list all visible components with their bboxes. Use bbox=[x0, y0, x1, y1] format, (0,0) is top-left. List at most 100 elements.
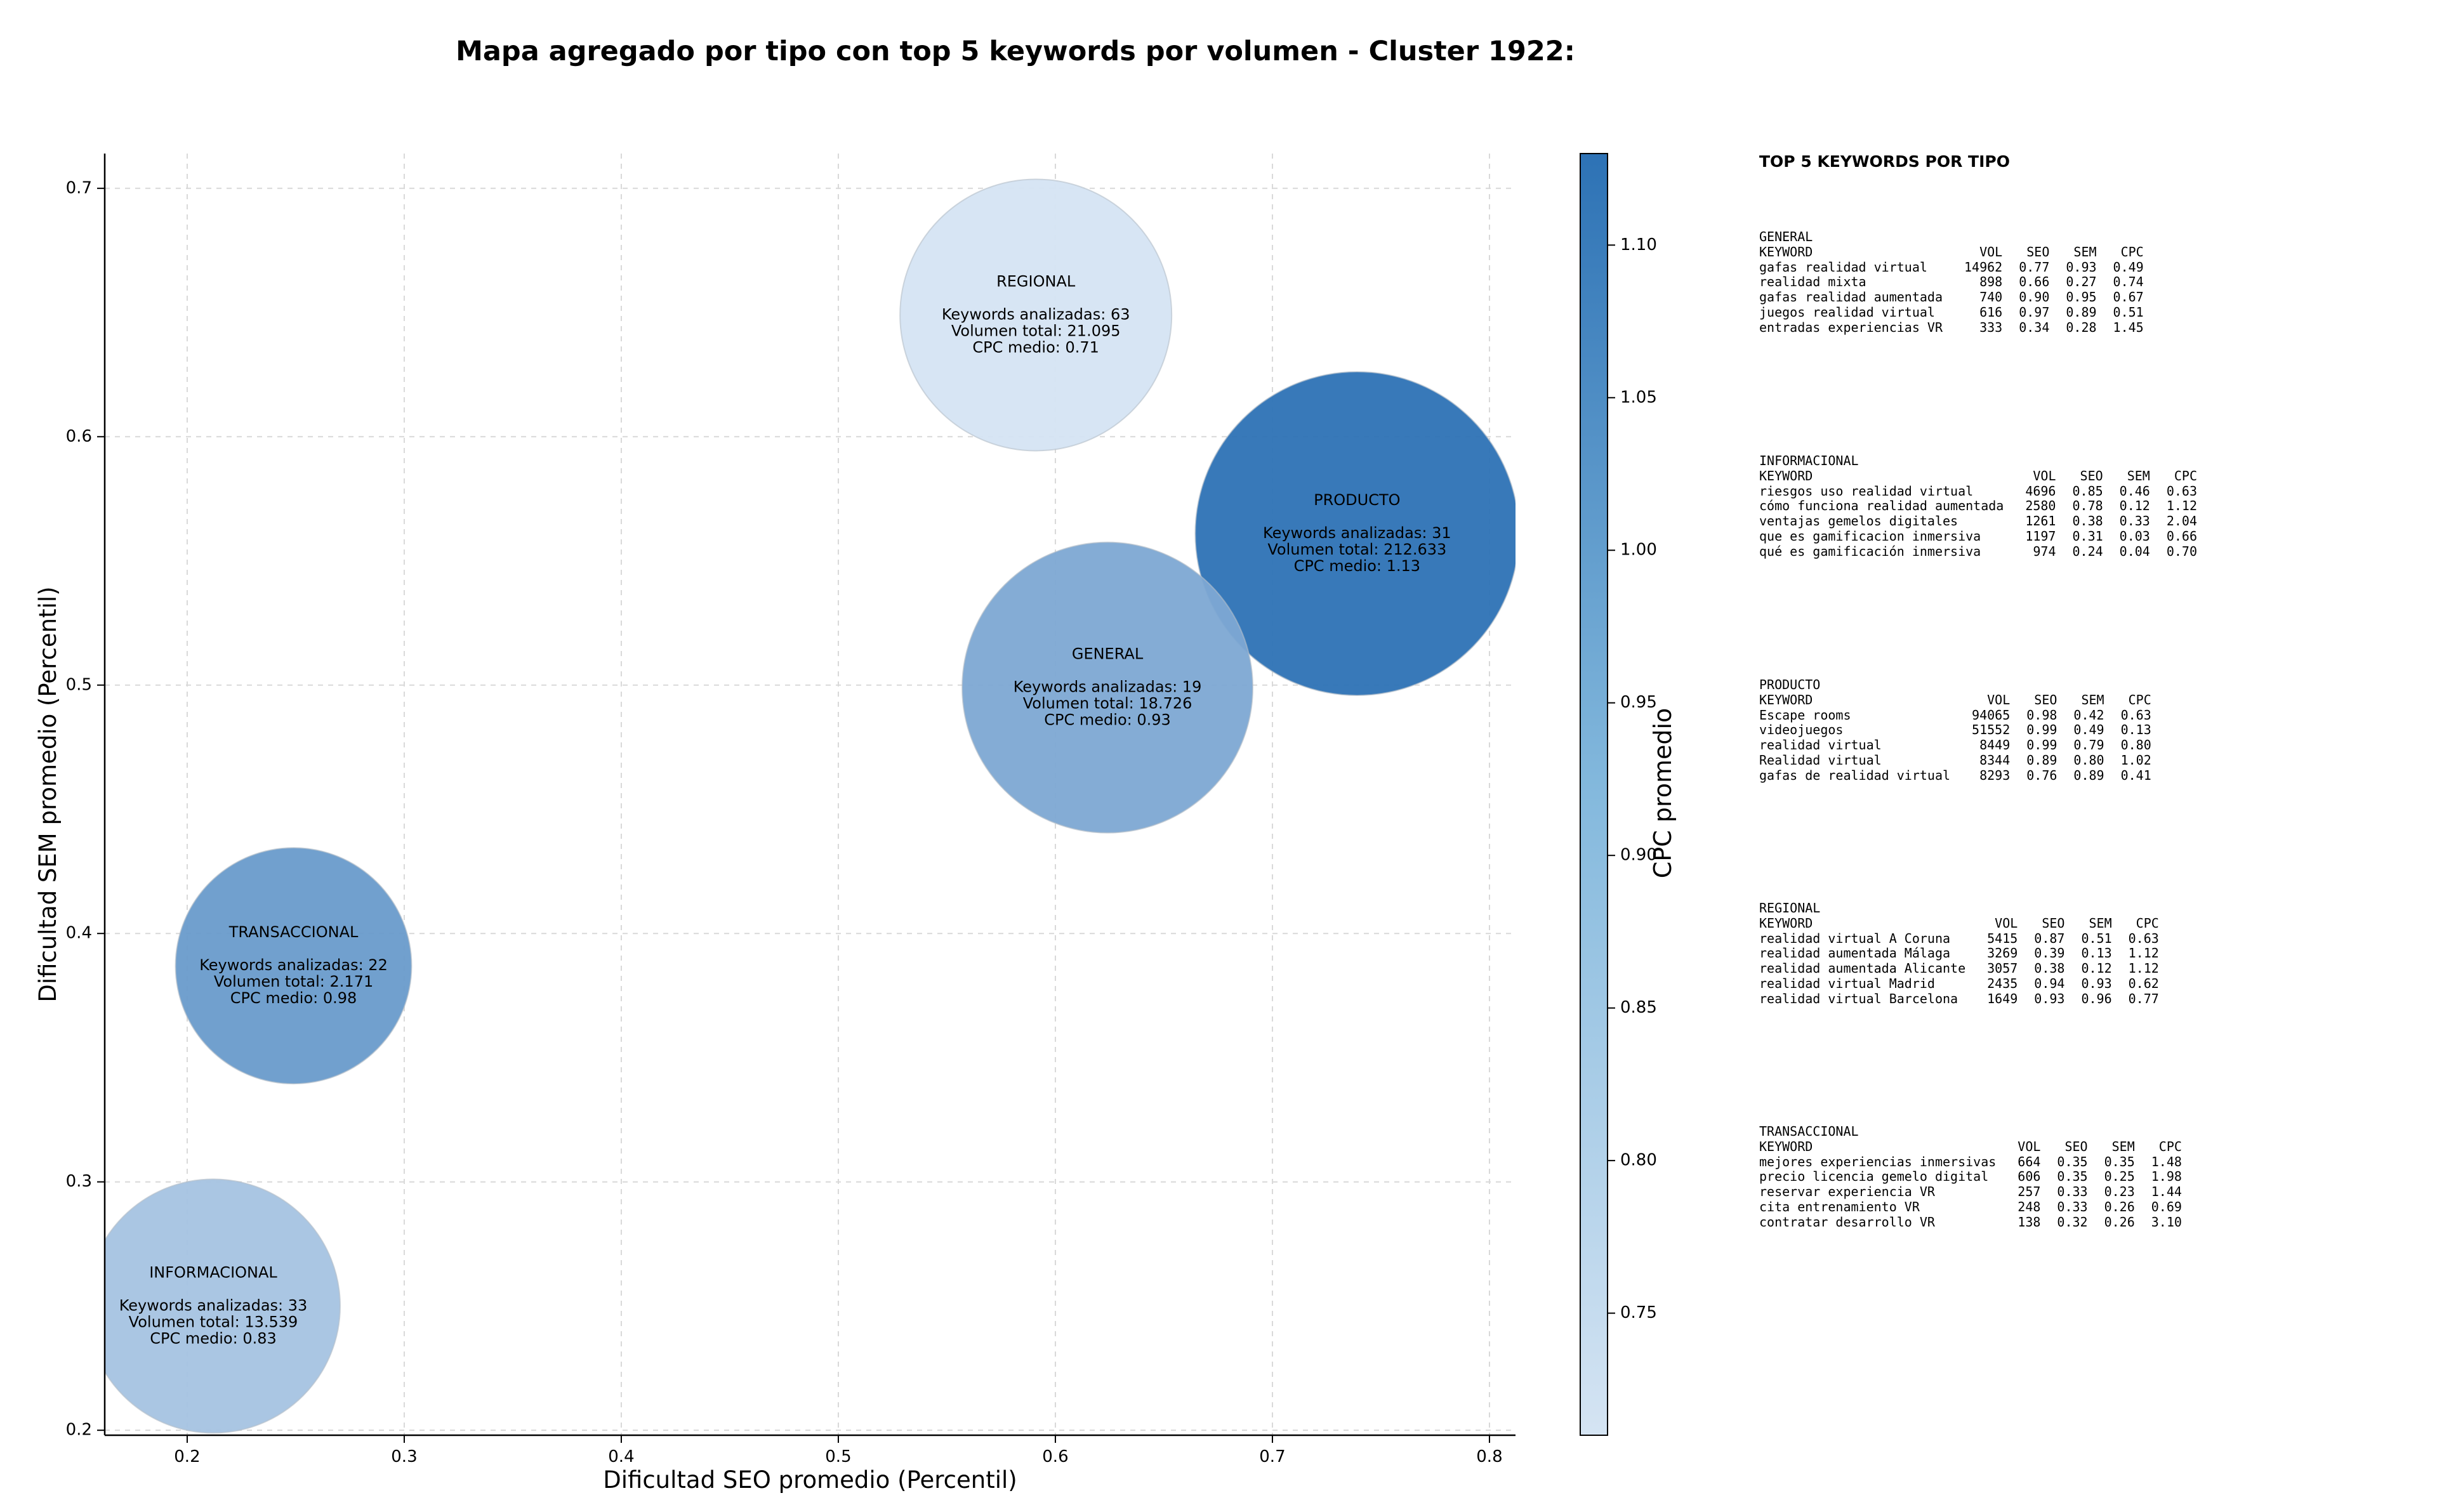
keyword-cell: realidad virtual A Coruna bbox=[1759, 930, 1951, 946]
header-cell: SEM bbox=[2073, 244, 2097, 260]
metric-cell: 664 bbox=[2018, 1154, 2041, 1169]
keyword-table-header: KEYWORD VOL SEO SEM CPC bbox=[1759, 1138, 2182, 1155]
metric-cell: 0.27 bbox=[2066, 274, 2097, 290]
keyword-row: realidad mixta 898 0.66 0.27 0.74 bbox=[1759, 275, 2144, 290]
header-cell: SEO bbox=[2042, 915, 2065, 931]
colorbar-tick-label: 1.00 bbox=[1620, 541, 1657, 560]
keyword-row: contratar desarrollo VR 138 0.32 0.26 3.10 bbox=[1759, 1214, 2182, 1230]
keyword-group-informacional: INFORMACIONAL KEYWORD VOL SEO SEM CPC riesgos … bbox=[1759, 453, 2197, 560]
keyword-row: riesgos uso realidad virtual 4696 0.85 0.46… bbox=[1759, 483, 2197, 499]
chart-title: Mapa agregado por tipo con top 5 keyword… bbox=[456, 36, 1575, 67]
metric-cell: 0.03 bbox=[2119, 528, 2150, 544]
keyword-table: KEYWORD VOL SEO SEM CPC Escape rooms 94065 0.98… bbox=[1759, 692, 2151, 784]
keyword-row: gafas realidad virtual 14962 0.77 0.93 0.49 bbox=[1759, 260, 2144, 275]
keyword-table-header: KEYWORD VOL SEO SEM CPC bbox=[1759, 916, 2159, 931]
metric-cell: 0.78 bbox=[2072, 498, 2103, 514]
header-cell: SEO bbox=[2034, 692, 2057, 707]
keyword-row: realidad virtual A Coruna 5415 0.87 0.51 0.6… bbox=[1759, 931, 2159, 947]
metric-cell: 1.44 bbox=[2151, 1184, 2182, 1200]
bubbles bbox=[105, 178, 1516, 1434]
grid bbox=[105, 154, 1516, 1435]
metric-cell: 0.51 bbox=[2081, 930, 2112, 946]
y-tick-label: 0.7 bbox=[66, 178, 92, 197]
metric-cell: 974 bbox=[2033, 543, 2056, 559]
metric-cell: 0.99 bbox=[2026, 722, 2057, 738]
metric-cell: 0.12 bbox=[2119, 498, 2150, 514]
keyword-table: KEYWORD VOL SEO SEM CPC riesgos uso realidad … bbox=[1759, 468, 2197, 560]
colorbar-tick-label: 0.75 bbox=[1620, 1303, 1657, 1322]
bubble-producto bbox=[1194, 371, 1516, 696]
keyword-cell: riesgos uso realidad virtual bbox=[1759, 483, 1974, 499]
metric-cell: 0.79 bbox=[2073, 737, 2104, 753]
metric-cell: 333 bbox=[1979, 319, 2003, 335]
keyword-row: Realidad virtual 8344 0.89 0.80 1.02 bbox=[1759, 753, 2151, 768]
keyword-row: mejores experiencias inmersivas 664 0.35 0.… bbox=[1759, 1154, 2182, 1170]
keyword-group-producto: PRODUCTO KEYWORD VOL SEO SEM CPC Escape rooms 9… bbox=[1759, 677, 2151, 784]
metric-cell: 0.97 bbox=[2019, 304, 2050, 320]
x-tick-label: 0.2 bbox=[174, 1447, 200, 1466]
metric-cell: 0.04 bbox=[2119, 543, 2150, 559]
bubble-keywords-label: Keywords analizadas: 31 bbox=[1263, 524, 1451, 542]
y-tick-label: 0.3 bbox=[66, 1172, 92, 1191]
metric-cell: 616 bbox=[1979, 304, 2003, 320]
header-cell: KEYWORD bbox=[1759, 244, 1813, 260]
header-cell: CPC bbox=[2120, 244, 2144, 260]
keyword-table-header: KEYWORD VOL SEO SEM CPC bbox=[1759, 468, 2197, 484]
keyword-group-regional: REGIONAL KEYWORD VOL SEO SEM CPC realidad virt… bbox=[1759, 900, 2159, 1007]
keyword-group-title: TRANSACCIONAL bbox=[1759, 1124, 1859, 1139]
metric-cell: 0.28 bbox=[2066, 319, 2097, 335]
metric-cell: 0.62 bbox=[2128, 975, 2159, 991]
metric-cell: 0.74 bbox=[2113, 274, 2144, 290]
bubble-keywords-label: Keywords analizadas: 33 bbox=[119, 1296, 308, 1314]
keyword-group-transaccional: TRANSACCIONAL KEYWORD VOL SEO SEM CPC mejores … bbox=[1759, 1124, 2182, 1230]
bubble-cpc-label: CPC medio: 0.93 bbox=[1044, 711, 1171, 729]
keyword-row: gafas realidad aumentada 740 0.90 0.95 0.67 bbox=[1759, 289, 2144, 305]
metric-cell: 3057 bbox=[1987, 961, 2018, 976]
metric-cell: 3269 bbox=[1987, 945, 2018, 961]
keyword-cell: realidad aumentada Alicante bbox=[1759, 961, 1966, 976]
bubble-informacional bbox=[105, 1178, 341, 1434]
metric-cell: 0.46 bbox=[2119, 483, 2150, 499]
x-tick-label: 0.4 bbox=[608, 1447, 634, 1466]
header-cell: VOL bbox=[1987, 692, 2011, 707]
keyword-row: juegos realidad virtual 616 0.97 0.89 0.51 bbox=[1759, 305, 2144, 320]
metric-cell: 0.32 bbox=[2057, 1214, 2088, 1230]
metric-cell: 0.63 bbox=[2128, 930, 2159, 946]
bubble-keywords-label: Keywords analizadas: 22 bbox=[199, 956, 388, 974]
metric-cell: 0.89 bbox=[2026, 752, 2057, 768]
y-axis-label: Dificultad SEM promedio (Percentil) bbox=[34, 586, 62, 1002]
y-tick-label: 0.4 bbox=[66, 924, 92, 943]
header-cell: SEO bbox=[2064, 1138, 2088, 1154]
bubble-type-label: GENERAL bbox=[1072, 645, 1144, 663]
keyword-row: cómo funciona realidad aumentada 2580 0.78… bbox=[1759, 499, 2197, 514]
y-tick-label: 0.2 bbox=[66, 1421, 92, 1440]
x-tick-label: 0.3 bbox=[391, 1447, 417, 1466]
metric-cell: 898 bbox=[1979, 274, 2003, 290]
bubble-regional bbox=[899, 178, 1173, 452]
metric-cell: 0.42 bbox=[2073, 707, 2104, 723]
metric-cell: 0.38 bbox=[2034, 961, 2065, 976]
bubble-cpc-label: CPC medio: 0.83 bbox=[150, 1329, 277, 1347]
header-cell: VOL bbox=[2033, 468, 2056, 483]
keyword-group-title: GENERAL bbox=[1759, 229, 1813, 244]
header-cell: SEO bbox=[2080, 468, 2103, 483]
metric-cell: 94065 bbox=[1972, 707, 2011, 723]
keyword-cell: Escape rooms bbox=[1759, 707, 1851, 723]
x-tick-label: 0.7 bbox=[1259, 1447, 1285, 1466]
header-cell: CPC bbox=[2128, 692, 2151, 707]
bubble-volume-label: Volumen total: 13.539 bbox=[129, 1313, 298, 1331]
bubble-type-label: INFORMACIONAL bbox=[149, 1263, 277, 1281]
colorbar-label: CPC promedio bbox=[1649, 707, 1677, 879]
keyword-cell: precio licencia gemelo digital bbox=[1759, 1169, 1989, 1185]
keyword-row: realidad aumentada Málaga 3269 0.39 0.13 1.1… bbox=[1759, 946, 2159, 961]
bubble-volume-label: Volumen total: 2.171 bbox=[214, 973, 373, 990]
bubble-type-label: PRODUCTO bbox=[1314, 491, 1400, 509]
metric-cell: 0.49 bbox=[2073, 722, 2104, 738]
header-cell: SEM bbox=[2089, 915, 2112, 931]
keyword-cell: qué es gamificación inmersiva bbox=[1759, 543, 1981, 559]
bubble-transaccional bbox=[175, 847, 413, 1085]
metric-cell: 0.89 bbox=[2066, 304, 2097, 320]
keyword-row: realidad virtual Madrid 2435 0.94 0.93 0.62 bbox=[1759, 976, 2159, 992]
metric-cell: 0.89 bbox=[2073, 767, 2104, 783]
keyword-row: entradas experiencias VR 333 0.34 0.28 1.45 bbox=[1759, 320, 2144, 336]
